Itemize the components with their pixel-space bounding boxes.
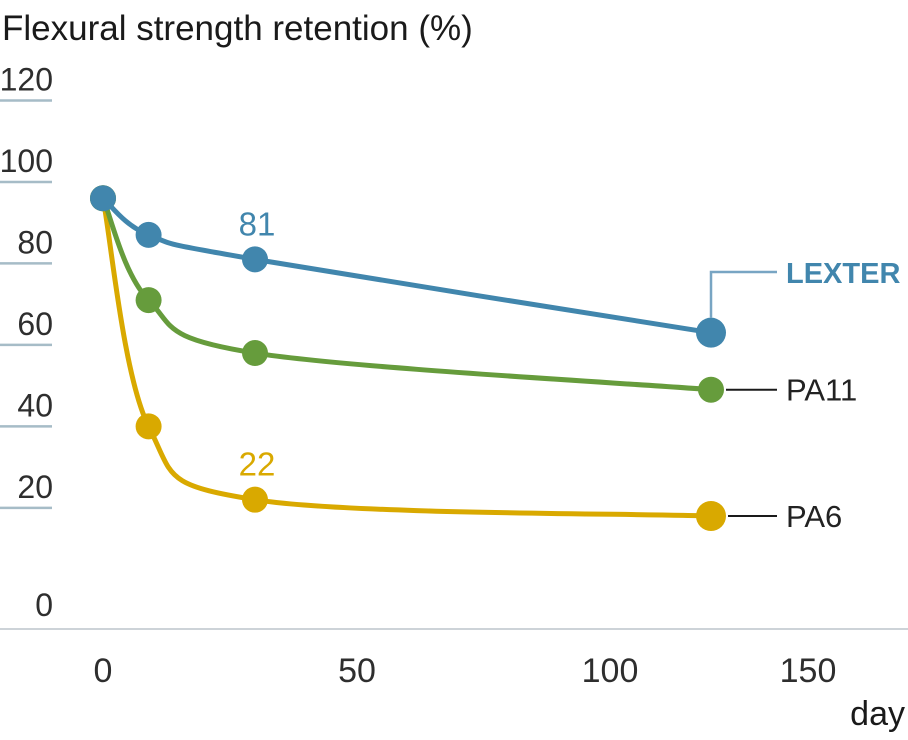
series-end-labels: LEXTER PA11 PA6 — [709, 258, 900, 534]
y-tick-label: 80 — [17, 224, 53, 260]
point-value-label: 22 — [239, 446, 276, 483]
chart-title: Flexural strength retention (%) — [2, 9, 473, 48]
x-tick-label: 50 — [338, 652, 376, 690]
point-value-label: 81 — [239, 205, 276, 242]
y-tick-label: 0 — [35, 587, 53, 623]
x-axis: 0 50 100 150 — [0, 628, 908, 690]
lexter-leader-line — [709, 270, 777, 318]
x-tick-label: 100 — [582, 652, 639, 690]
data-point — [242, 486, 269, 513]
series-line-pa11 — [100, 195, 714, 393]
series-line-lexter — [100, 195, 714, 336]
series-label-pa11: PA11 — [786, 373, 857, 408]
y-tick-label: 40 — [17, 387, 53, 423]
y-axis: 120 100 80 60 40 20 0 — [0, 62, 53, 623]
y-tick-label: 20 — [17, 469, 53, 505]
y-tick-label: 60 — [17, 306, 53, 342]
data-point — [135, 221, 162, 248]
series-line-pa6 — [100, 195, 714, 519]
y-tick-label: 120 — [0, 62, 53, 98]
x-axis-unit-label: day — [850, 695, 905, 733]
data-point — [135, 287, 162, 314]
y-tick-label: 100 — [0, 143, 53, 179]
data-point — [242, 246, 269, 273]
data-point — [698, 376, 725, 403]
x-tick-label: 150 — [780, 652, 837, 690]
data-point — [90, 185, 116, 212]
data-point — [696, 317, 727, 348]
series-label-lexter: LEXTER — [786, 258, 900, 290]
series-label-pa6: PA6 — [786, 499, 842, 534]
x-tick-label: 0 — [94, 652, 113, 690]
data-point — [135, 413, 162, 440]
series-layer: 22 81 — [90, 185, 727, 531]
data-point — [242, 340, 269, 367]
data-point — [696, 500, 727, 531]
